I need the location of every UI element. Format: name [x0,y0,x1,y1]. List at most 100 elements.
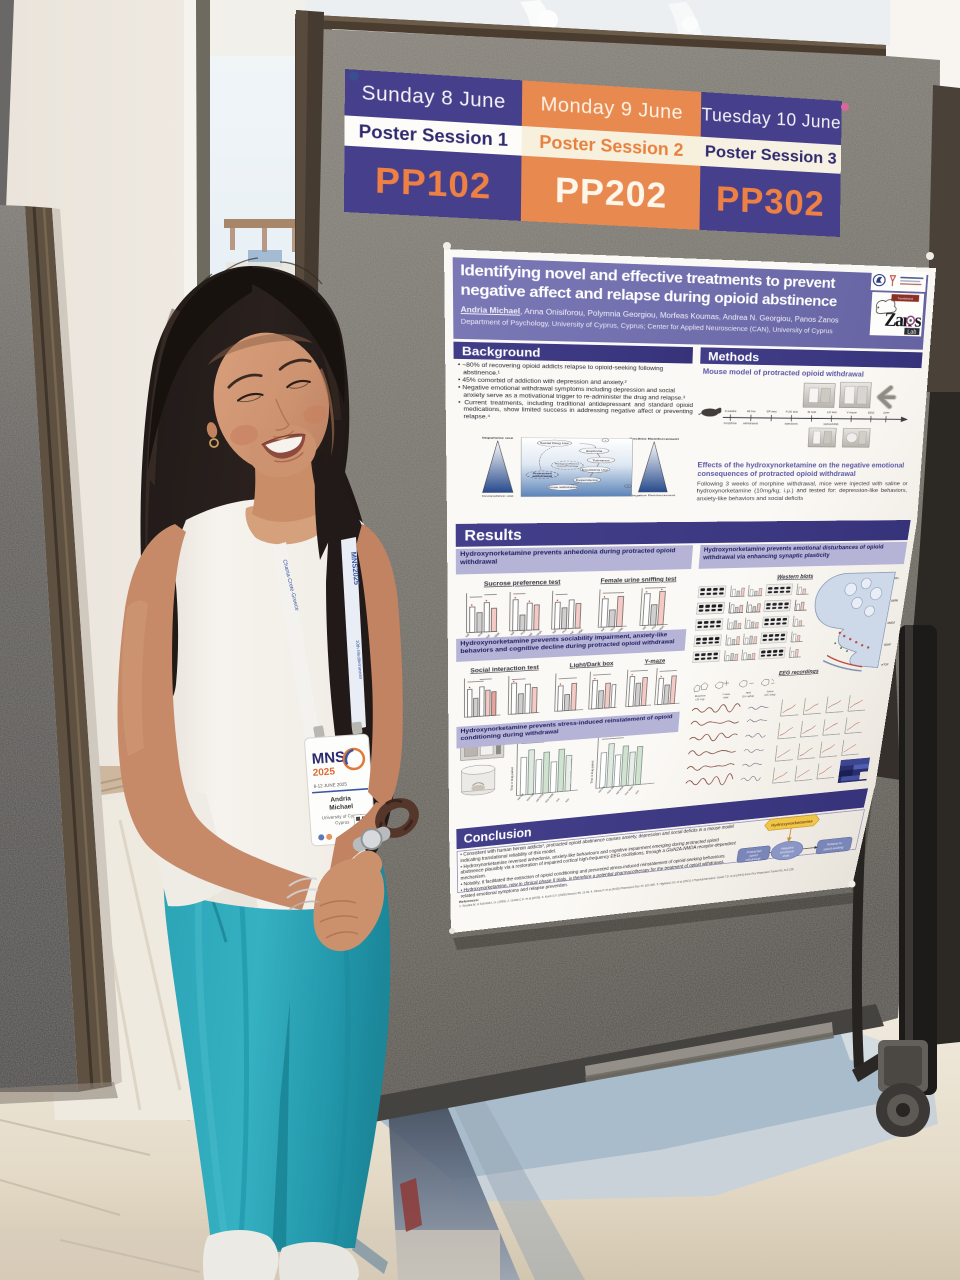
svg-text:(10 mg/kg): (10 mg/kg) [742,695,755,699]
svg-text:Relapse to: Relapse to [827,841,843,846]
svg-text:sal: sal [527,632,533,637]
svg-text:Cyprus: Cyprus [335,819,350,825]
svg-text:Dependence: Dependence [576,479,598,481]
svg-text:Tolerance: Tolerance [592,459,609,461]
svg-text:(10 ml/kg): (10 ml/kg) [764,693,776,696]
svg-text:injections: injections [785,422,798,425]
svg-text:Andria: Andria [330,795,351,803]
svg-text:Female urine sniffing test: Female urine sniffing test [600,575,676,584]
svg-text:Social interaction test: Social interaction test [470,664,539,674]
svg-text:SP test: SP test [766,410,776,413]
svg-text:AMPA: AMPA [891,599,899,603]
svg-text:saline/HNK: saline/HNK [823,423,839,426]
svg-text:LD test: LD test [827,411,837,414]
svg-text:Sucrose preference test: Sucrose preference test [484,578,561,587]
svg-text:sal: sal [600,627,606,632]
svg-text:mor-HNK: mor-HNK [624,785,635,796]
svg-text:Time in drug-paired: Time in drug-paired [590,760,595,783]
svg-text:8-12 JUNE 2025: 8-12 JUNE 2025 [314,781,348,788]
svg-text:Protracted: Protracted [533,472,552,474]
svg-text:HNK: HNK [723,696,729,699]
svg-text:sal-HNK: sal-HNK [535,792,545,802]
svg-text:SI test: SI test [807,411,816,414]
svg-text:48 hrs: 48 hrs [747,410,756,413]
svg-text:Escalating Use: Escalating Use [582,469,608,471]
svg-text:Western blots: Western blots [777,573,814,580]
svg-text:sal: sal [464,632,470,638]
svg-text:mor: mor [477,631,484,638]
svg-text:morphine: morphine [723,422,736,425]
svg-text:BDNF: BDNF [884,643,892,647]
svg-text:HNK: HNK [493,631,501,639]
svg-text:sal-sal: sal-sal [516,793,524,801]
svg-text:Y-maze: Y-maze [644,657,665,665]
svg-text:Morphine: Morphine [695,694,706,697]
svg-text:mor-sal: mor-sal [606,785,615,794]
svg-text:Negative: Negative [781,846,794,851]
svg-text:Social Drug Use: Social Drug Use [540,442,569,444]
svg-text:Impulsive use: Impulsive use [482,436,514,439]
svg-text:mor-HNK: mor-HNK [544,792,555,803]
svg-text:3 weeks: 3 weeks [725,410,737,413]
svg-text:s: s [914,309,923,331]
svg-text:Acute withdrawal: Acute withdrawal [548,487,578,489]
svg-text:sal: sal [485,634,491,640]
svg-text:2025: 2025 [312,766,335,779]
svg-text:sal: sal [551,629,557,634]
svg-text:Negative Reinforcement: Negative Reinforcement [630,494,676,497]
svg-text:mor: mor [609,625,616,632]
svg-text:sal: sal [641,625,646,630]
svg-text:1: 1 [604,439,606,441]
svg-text:FUS test: FUS test [786,410,798,413]
svg-text:mor: mor [561,627,568,634]
svg-text:HNK: HNK [535,629,543,636]
svg-text:Zan: Zan [884,309,914,331]
svg-text:Michael: Michael [329,803,353,812]
svg-text:EEG: EEG [868,411,875,414]
svg-text:Y base: Y base [722,693,730,696]
svg-text:HNK: HNK [617,626,624,633]
svg-text:Protracted: Protracted [746,849,762,854]
svg-text:mor: mor [651,624,658,631]
svg-text:Saline: Saline [767,690,774,693]
svg-text:Time in drug-paired: Time in drug-paired [510,767,514,791]
svg-text:opioid: opioid [749,853,758,857]
svg-text:mTOR: mTOR [881,663,889,667]
svg-text:rein: rein [564,798,570,803]
svg-text:Cues/Priming: Cues/Priming [557,465,579,467]
svg-text:sal-HNK: sal-HNK [615,785,625,795]
svg-text:sal: sal [569,630,575,635]
svg-text:ext: ext [555,797,561,802]
svg-text:Lab: Lab [907,329,917,335]
svg-text:10th·Mediterranean: 10th·Mediterranean [355,640,363,680]
svg-text:HNK: HNK [746,691,752,694]
svg-text:mor-sal: mor-sal [525,792,534,801]
svg-text:state: state [782,854,790,858]
svg-text:Y-maze: Y-maze [846,411,856,414]
svg-text:HNK: HNK [577,628,585,635]
svg-text:Euphoria: Euphoria [586,450,603,452]
svg-text:CPP: CPP [883,411,890,414]
svg-text:withdrawal: withdrawal [743,422,758,425]
svg-text:sal: sal [509,631,515,637]
svg-text:rein: rein [634,789,640,794]
svg-text:Translational: Translational [897,297,913,301]
svg-text:NMDA: NMDA [887,621,895,625]
svg-text:mor: mor [519,629,526,636]
svg-text:Hydroxynorketamine: Hydroxynorketamine [771,820,814,828]
svg-text:MNS2025: MNS2025 [349,551,361,585]
svg-text:Light/Dark box: Light/Dark box [570,660,614,669]
svg-text:EEG recordings: EEG recordings [779,668,820,676]
svg-text:2: 2 [627,485,629,487]
svg-text:(10 mg): (10 mg) [695,698,705,701]
svg-text:opioid-seeking: opioid-seeking [823,845,844,851]
svg-text:Positive Reinforcement: Positive Reinforcement [629,437,679,440]
svg-text:withdrawal: withdrawal [745,857,761,862]
svg-text:emotional: emotional [780,849,794,854]
svg-text:Relapse/Stress: Relapse/Stress [555,463,580,465]
svg-text:Compulsive use: Compulsive use [482,494,515,497]
svg-text:HNK: HNK [658,624,665,631]
svg-text:MNS: MNS [311,749,345,768]
svg-text:University of Cyprus: University of Cyprus [322,812,363,820]
svg-text:Glu: Glu [894,576,899,580]
